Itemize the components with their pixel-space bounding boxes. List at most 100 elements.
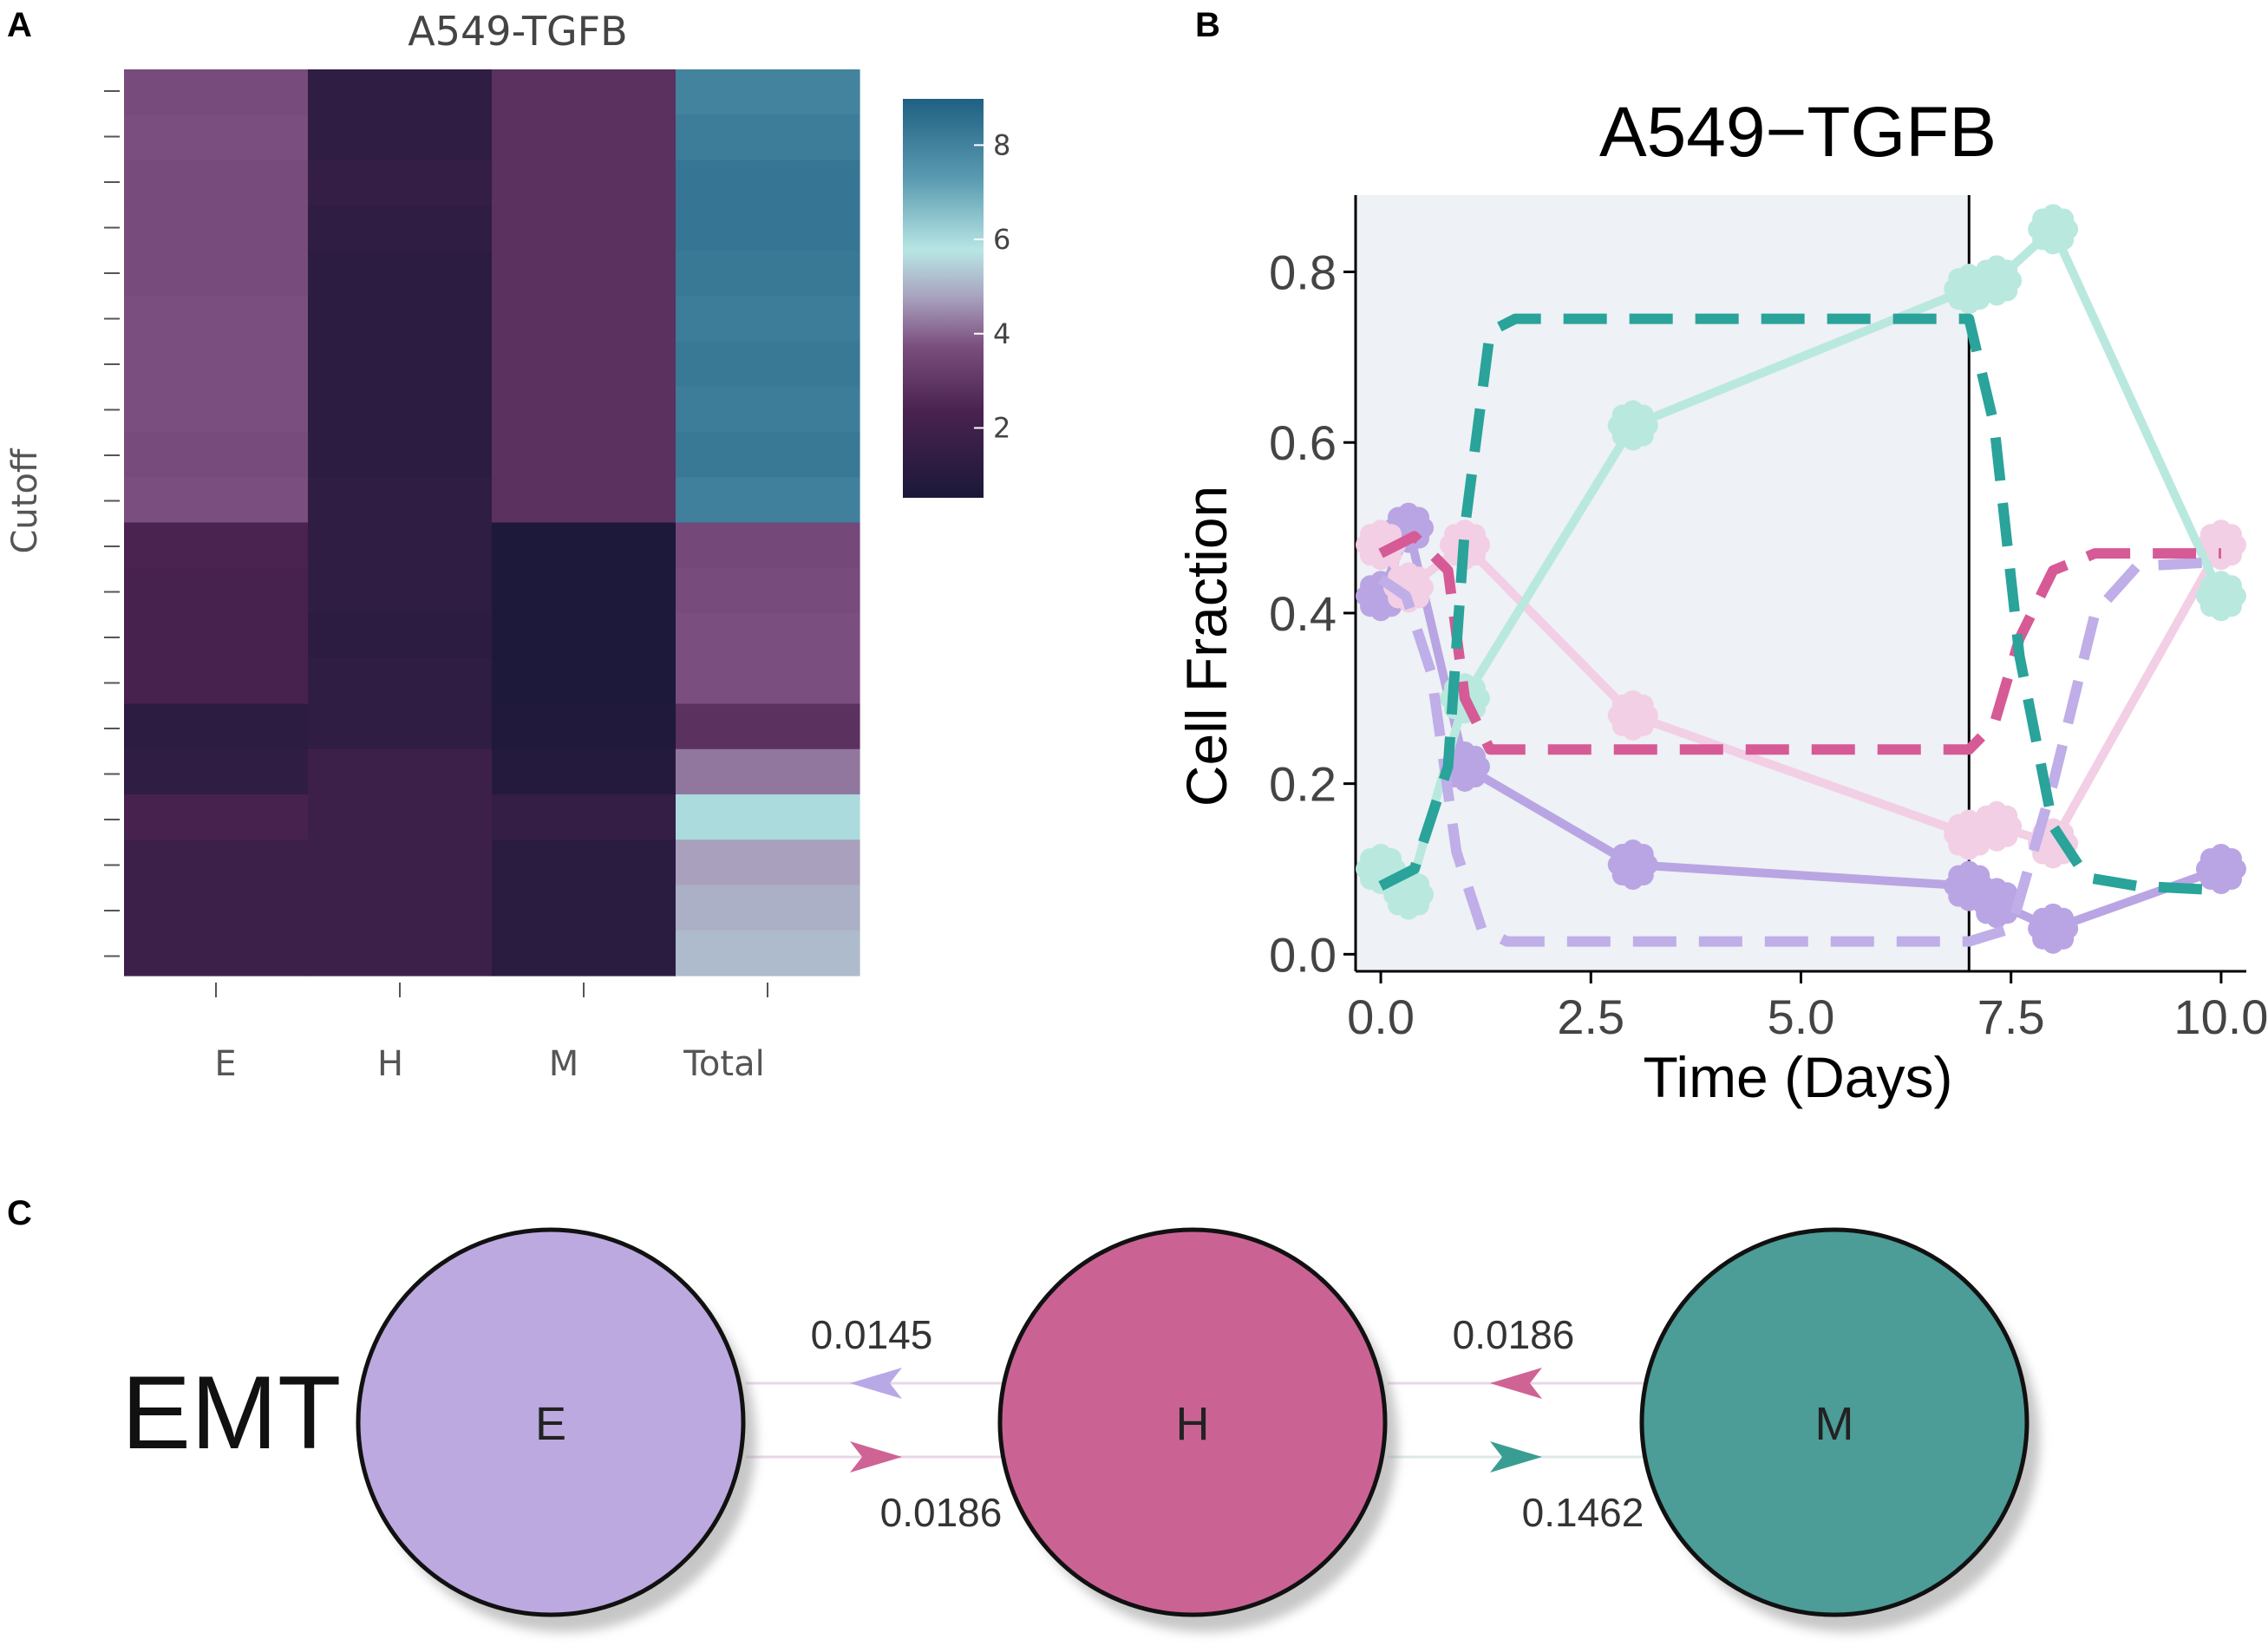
heatmap-cell [492,432,676,478]
heatmap-cell [676,703,860,750]
model-series [1377,313,2222,947]
heatmap-panel: A549-TGFB Cutoff E H M Total 2 4 6 8 [5,8,1010,1084]
heatmap-cell [492,567,676,614]
heatmap-cell [308,251,493,297]
heatmap-cell [308,296,493,343]
heatmap-cell [492,794,676,840]
transition-diagram: EMT 0.0145 0.0186 0.0186 0.1462 E H M [121,1227,2040,1632]
heatmap-cell [676,839,860,886]
heatmap-cell [124,69,309,115]
line-plot-title: A549−TGFB [1599,93,1997,172]
heatmap-cell [676,748,860,795]
heatmap-cell [124,613,309,659]
colorbar-tick-label: 2 [993,411,1010,444]
heatmap-x-label: M [549,1044,579,1084]
heatmap-cell [492,748,676,795]
panel-label-c: C [7,1194,32,1232]
y-tick-label: 0.8 [1269,245,1337,300]
colorbar-tick-label: 6 [993,223,1010,256]
edge-h-to-m-arrow [1490,1441,1542,1473]
line-plot-y-label: Cell Fraction [1174,486,1239,807]
heatmap-cell [676,930,860,976]
heatmap-cell [124,839,309,886]
heatmap-cell [308,477,493,524]
heatmap-cell [492,477,676,524]
heatmap-cell [308,658,493,705]
heatmap-y-label: Cutoff [5,447,45,553]
heatmap-cell [492,251,676,297]
node-h-label: H [1176,1398,1210,1450]
y-tick-label: 0.4 [1269,586,1337,641]
edge-e-to-h-arrow [850,1441,902,1473]
heatmap-cell [676,160,860,206]
observed-point-e [2028,903,2079,954]
heatmap-cell [676,386,860,433]
heatmap-cell [124,432,309,478]
heatmap-cell [492,69,676,115]
heatmap-x-label: Total [683,1044,764,1084]
heatmap-cell [676,205,860,251]
heatmap-cell [492,703,676,750]
heatmap-cell [308,114,493,161]
heatmap-cell [308,748,493,795]
diagram-title: EMT [121,1355,341,1471]
heatmap-cell [308,522,493,569]
y-tick-label: 0.0 [1269,927,1337,982]
heatmap-cell [492,658,676,705]
heatmap-cell [124,341,309,388]
heatmap-cell [676,341,860,388]
model-line-h [1378,531,2221,755]
heatmap-cell [492,160,676,206]
node-e [356,1227,746,1617]
heatmap-cell [492,386,676,433]
heatmap-cell [676,658,860,705]
heatmap-x-ticks [215,983,768,997]
heatmap-cell [492,296,676,343]
heatmap-cell [124,205,309,251]
heatmap-cell [308,386,493,433]
heatmap-cell [124,477,309,524]
colorbar-tick-label: 4 [993,317,1010,350]
observed-point-h [1607,689,1658,741]
panel-label-b: B [1195,6,1220,44]
heatmap-cell [124,522,309,569]
observed-point-m [1383,869,1435,920]
heatmap-cell [308,794,493,840]
model-line-e [1377,556,2222,947]
heatmap-cell [124,114,309,161]
heatmap-cell [492,205,676,251]
y-tick-label: 0.2 [1269,757,1337,812]
heatmap-cell [124,885,309,931]
line-plot-x-label: Time (Days) [1644,1045,1953,1109]
heatmap-cell [308,567,493,614]
observed-point-e [1439,741,1490,792]
heatmap-x-labels: E H M Total [214,1044,764,1084]
observed-point-h [1971,800,2023,852]
model-line-m [1378,313,2222,896]
heatmap-cell [676,251,860,297]
heatmap-cells [124,69,860,976]
x-tick-label: 7.5 [1977,990,2045,1044]
heatmap-cell [492,114,676,161]
edge-h-to-e-arrow [850,1368,902,1399]
node-m [1639,1227,2029,1617]
heatmap-x-label: E [214,1044,236,1084]
heatmap-cell [308,885,493,931]
heatmap-cell [492,885,676,931]
rate-h-to-m: 0.1462 [1522,1490,1644,1535]
heatmap-cell [492,341,676,388]
line-plot-ticks: 0.0 2.5 5.0 7.5 10.0 0.0 0.2 0.4 0.6 0.8 [1269,245,2268,1044]
heatmap-cell [124,296,309,343]
heatmap-cell [492,613,676,659]
colorbar [901,97,985,500]
x-tick-label: 0.0 [1347,990,1415,1044]
observed-point-m [1971,255,2023,306]
observed-point-m [2195,571,2246,622]
node-h [997,1227,1388,1617]
heatmap-cell [308,432,493,478]
heatmap-x-label: H [377,1044,403,1084]
observed-point-e [2195,843,2246,894]
x-tick-label: 5.0 [1768,990,1835,1044]
heatmap-cell [308,613,493,659]
